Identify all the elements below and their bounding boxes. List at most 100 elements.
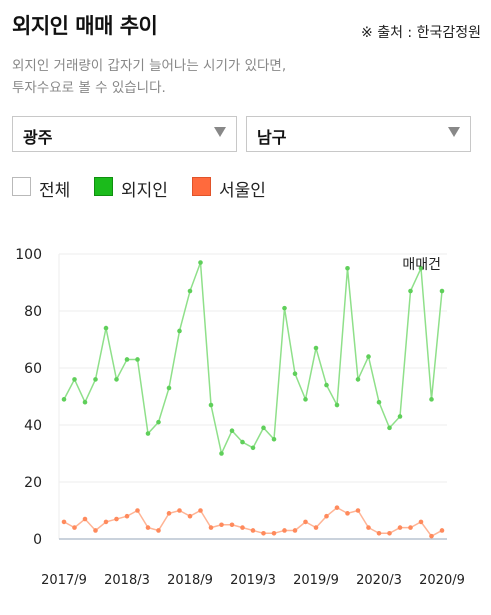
data-point-nonresident: [145, 431, 151, 436]
data-point-nonresident: [418, 265, 424, 271]
y-tick-label: 80: [24, 304, 42, 320]
legend-item-seoul[interactable]: 서울인: [192, 176, 292, 201]
description-line-2: 투자수요로 볼 수 있습니다.: [12, 80, 166, 96]
legend-checkbox-seoul[interactable]: [192, 177, 211, 196]
data-point-seoul: [93, 528, 98, 533]
data-point-seoul: [376, 531, 382, 536]
data-point-seoul: [114, 516, 119, 522]
data-point-nonresident: [250, 445, 256, 451]
legend-label-nonresident: 외지인: [121, 181, 168, 201]
data-point-nonresident: [61, 397, 67, 402]
y-tick-label: 20: [24, 475, 42, 491]
data-point-nonresident: [376, 399, 382, 405]
data-point-nonresident: [408, 288, 413, 294]
x-tick-label: 2020/9: [419, 573, 465, 588]
data-point-seoul: [439, 528, 445, 533]
legend-item-total[interactable]: 전체: [12, 176, 82, 201]
data-point-nonresident: [429, 397, 434, 402]
data-point-nonresident: [156, 419, 161, 425]
data-point-nonresident: [135, 357, 140, 362]
data-point-nonresident: [114, 377, 119, 382]
data-point-seoul: [103, 519, 109, 525]
data-point-seoul: [418, 519, 424, 525]
data-point-nonresident: [324, 382, 329, 388]
x-tick-label: 2020/3: [356, 573, 402, 588]
data-point-nonresident: [124, 357, 130, 362]
region-select[interactable]: 광주: [12, 116, 237, 152]
data-point-seoul: [187, 513, 193, 519]
data-point-seoul: [250, 528, 256, 533]
legend-checkbox-nonresident[interactable]: [94, 177, 113, 196]
chevron-down-icon: [448, 127, 460, 137]
data-point-nonresident: [292, 371, 298, 376]
data-point-nonresident: [387, 425, 392, 431]
data-point-seoul: [292, 528, 298, 533]
data-point-nonresident: [397, 414, 403, 419]
data-point-seoul: [408, 525, 413, 530]
data-point-seoul: [72, 525, 77, 530]
page-title: 외지인 매매 추이: [12, 14, 158, 38]
data-point-seoul: [282, 528, 287, 533]
data-point-seoul: [145, 525, 151, 530]
data-point-nonresident: [303, 397, 308, 402]
data-point-nonresident: [355, 377, 361, 382]
data-point-nonresident: [187, 288, 193, 294]
chevron-down-icon: [214, 127, 226, 137]
line-chart: 0 20 40 60 80 100 2017/9 2018/3 2018/9 2019/3 2019…: [15, 247, 465, 588]
data-point-nonresident: [345, 265, 350, 271]
data-point-nonresident: [334, 402, 340, 408]
data-point-seoul: [61, 519, 67, 525]
data-point-seoul: [387, 531, 392, 536]
data-point-seoul: [124, 513, 130, 519]
data-point-nonresident: [240, 439, 245, 445]
data-point-seoul: [229, 522, 235, 528]
data-point-nonresident: [439, 288, 445, 294]
data-point-seoul: [156, 528, 161, 533]
x-tick-label: 2018/9: [167, 573, 213, 588]
data-point-nonresident: [229, 428, 235, 433]
data-point-seoul: [82, 516, 88, 522]
legend-item-nonresident[interactable]: 외지인: [94, 176, 184, 201]
data-point-seoul: [429, 533, 434, 539]
data-point-seoul: [345, 511, 350, 516]
data-point-seoul: [166, 511, 172, 516]
source-note: ※ 출처 : 한국감정원: [361, 25, 481, 41]
data-point-nonresident: [219, 451, 224, 456]
data-point-nonresident: [166, 385, 172, 391]
data-point-seoul: [271, 531, 277, 536]
region-select-value: 광주: [23, 128, 53, 147]
data-point-nonresident: [198, 260, 203, 265]
data-point-nonresident: [261, 425, 266, 431]
x-tick-label: 2017/9: [41, 573, 87, 588]
y-tick-label: 0: [33, 532, 42, 548]
data-point-seoul: [208, 525, 214, 530]
data-point-seoul: [303, 519, 308, 525]
data-point-nonresident: [93, 377, 98, 382]
data-point-nonresident: [103, 325, 109, 331]
y-tick-label: 100: [15, 247, 42, 263]
x-tick-label: 2019/9: [293, 573, 339, 588]
district-select-value: 남구: [257, 128, 287, 147]
data-point-nonresident: [177, 328, 182, 334]
legend-checkbox-total[interactable]: [12, 177, 31, 196]
data-point-nonresident: [366, 354, 371, 359]
data-point-seoul: [355, 508, 361, 513]
data-point-seoul: [366, 525, 371, 530]
data-point-nonresident: [208, 402, 214, 408]
data-point-seoul: [324, 513, 329, 519]
legend-label-total: 전체: [39, 181, 71, 201]
chart-annotation: 매매건: [402, 257, 441, 273]
data-point-seoul: [177, 508, 182, 513]
data-point-nonresident: [82, 399, 88, 405]
data-point-seoul: [135, 508, 140, 513]
data-point-nonresident: [72, 377, 77, 382]
x-tick-label: 2018/3: [104, 573, 150, 588]
description-line-1: 외지인 거래량이 갑자기 늘어나는 시기가 있다면,: [12, 58, 287, 74]
district-select[interactable]: 남구: [246, 116, 471, 152]
data-point-nonresident: [313, 345, 319, 351]
data-point-seoul: [240, 525, 245, 530]
data-point-seoul: [334, 505, 340, 510]
y-tick-label: 60: [24, 361, 42, 377]
y-tick-label: 40: [24, 418, 42, 434]
data-point-seoul: [397, 525, 403, 530]
